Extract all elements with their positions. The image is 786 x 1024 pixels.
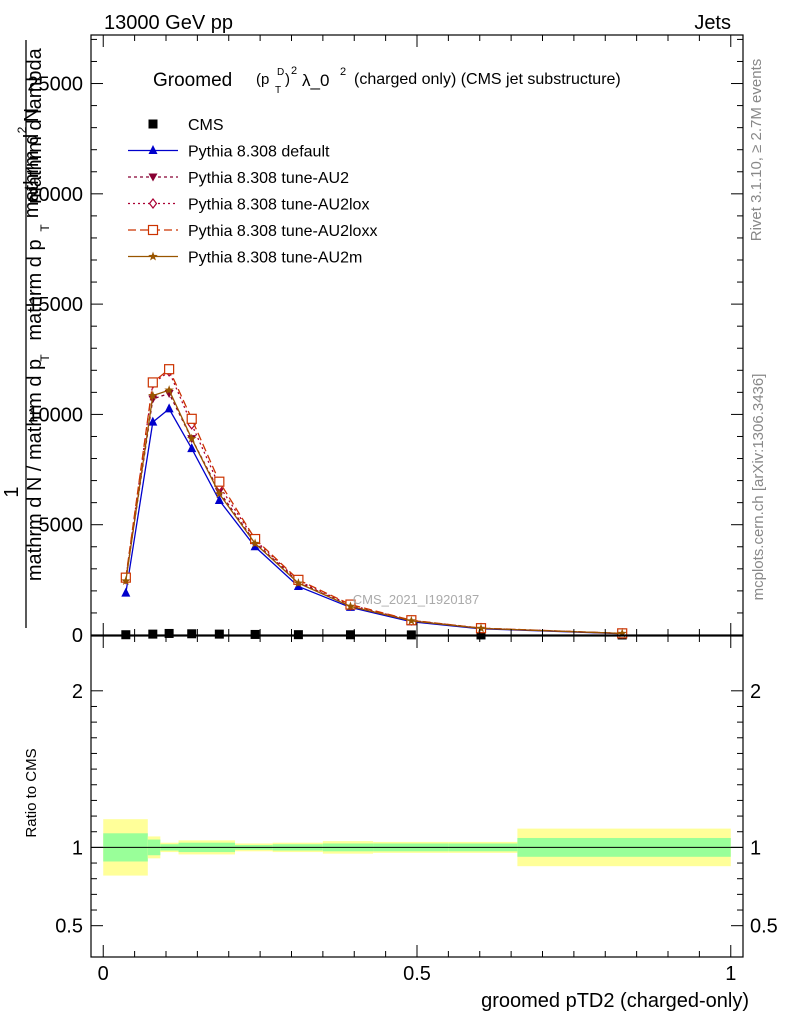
series-1-point-0 — [121, 587, 131, 597]
ratio-y-tick-label-left-2: 2 — [72, 681, 83, 703]
legend-item-1: Pythia 8.308 default — [128, 144, 330, 161]
ratio-y-tick-label-right-2: 2 — [750, 681, 761, 703]
series-4-point-2 — [164, 364, 175, 375]
title-prefix: Groomed — [153, 70, 232, 91]
series-0-point-4 — [214, 629, 224, 639]
series-5-point-8 — [406, 615, 417, 625]
legend-marker-5 — [148, 251, 158, 261]
ratio-y-tick-label-right-0: 0.5 — [750, 916, 778, 938]
series-5-point-7 — [345, 601, 356, 611]
legend-item-3: Pythia 8.308 tune-AU2lox — [128, 197, 369, 214]
rivet-version-text: Rivet 3.1.10, ≥ 2.7M events — [748, 59, 765, 242]
title-lambda: λ_0 — [302, 71, 329, 90]
series-4-point-4 — [214, 476, 225, 487]
legend-item-5: Pythia 8.308 tune-AU2m — [128, 250, 362, 267]
series-0-point-3 — [187, 629, 197, 639]
x-tick-label-1: 0.5 — [403, 963, 431, 985]
title-sub-t: T — [275, 85, 281, 96]
series-5-point-4 — [214, 488, 225, 498]
y-axis-label: mathrm d N 2 mathrm d p T mathrm d lambd… — [1, 40, 52, 628]
y-tick-label-0: 0 — [72, 625, 83, 647]
ratio-y-tick-label-left-0: 0.5 — [55, 916, 83, 938]
ratio-ylabel: Ratio to CMS — [23, 748, 40, 837]
series-4-point-1 — [147, 377, 158, 388]
ticks: 0 5000 10000 15000 20000 25000 0 0.5 1 0.5 0.5 1 1 2 2 — [27, 35, 778, 985]
y-tick-label-4: 20000 — [27, 184, 83, 206]
legend: CMS Pythia 8.308 default Pythia 8.308 tune… — [128, 117, 377, 267]
title-p: (p — [256, 71, 269, 88]
y-tick-label-3: 15000 — [27, 294, 83, 316]
ylabel-den-1: mathrm d p — [24, 239, 46, 340]
ratio-frame — [90, 635, 744, 958]
legend-label-3: Pythia 8.308 tune-AU2lox — [188, 197, 369, 214]
legend-label-4: Pythia 8.308 tune-AU2loxx — [188, 223, 377, 240]
title-rest: (charged only) (CMS jet substructure) — [354, 71, 621, 88]
legend-label-0: CMS — [188, 117, 224, 134]
ylabel-prefactor-den-sub: T — [38, 354, 52, 362]
title-sup-d: D — [277, 67, 284, 78]
series-1-point-2 — [164, 403, 174, 413]
ylabel-den-2: mathrm d lambda — [24, 47, 46, 203]
y-tick-label-5: 25000 — [27, 74, 83, 96]
title-sq2: 2 — [340, 66, 346, 78]
series-5-point-9 — [476, 623, 486, 633]
x-axis-label: groomed pTD2 (charged-only) — [481, 990, 749, 1012]
ratio-y-tick-label-right-1: 1 — [750, 837, 761, 859]
analysis-watermark: CMS_2021_I1920187 — [353, 592, 480, 607]
legend-marker-3 — [148, 198, 158, 209]
series-4-point-3 — [186, 413, 197, 424]
series-1-point-3 — [187, 443, 197, 453]
series-0-point-2 — [164, 628, 174, 638]
series-1-point-1 — [148, 416, 158, 426]
legend-marker-4 — [147, 224, 159, 236]
series-5-point-3 — [186, 433, 197, 443]
series-0-point-1 — [148, 629, 158, 639]
title-sq1: 2 — [291, 65, 297, 77]
ylabel-prefactor-den-1: mathrm d N / mathrm d p — [24, 359, 46, 581]
series-1-point-4 — [214, 494, 224, 504]
series-5-point-2 — [164, 385, 174, 395]
header-left: 13000 GeV pp — [104, 12, 233, 34]
legend-label-5: Pythia 8.308 tune-AU2m — [188, 250, 362, 267]
series-5-point-0 — [121, 575, 131, 585]
legend-marker-1 — [148, 145, 158, 154]
x-tick-label-2: 1 — [725, 963, 736, 985]
x-tick-label-0: 0 — [98, 963, 109, 985]
series-5-point-6 — [293, 578, 304, 588]
ylabel-prefactor: 1 — [1, 486, 23, 497]
legend-item-2: Pythia 8.308 tune-AU2 — [128, 170, 349, 187]
ylabel-num-sup: 2 — [15, 126, 29, 133]
ylabel-den-sub: T — [38, 224, 52, 232]
ratio-y-tick-label-left-1: 1 — [72, 837, 83, 859]
legend-item-0: CMS — [148, 117, 224, 134]
y-tick-label-1: 5000 — [39, 515, 84, 537]
series-5 — [121, 385, 627, 638]
mcplots-text: mcplots.cern.ch [arXiv:1306.3436] — [750, 374, 767, 601]
header-right: Jets — [694, 12, 731, 34]
legend-label-1: Pythia 8.308 default — [188, 144, 330, 161]
legend-item-4: Pythia 8.308 tune-AU2loxx — [128, 223, 377, 240]
legend-label-2: Pythia 8.308 tune-AU2 — [188, 170, 349, 187]
plot-title: Groomed (p D T ) 2 λ_0 2 (charged only) … — [153, 65, 621, 96]
legend-marker-2 — [148, 173, 158, 182]
legend-marker-0 — [148, 119, 158, 129]
y-tick-label-2: 10000 — [27, 404, 83, 426]
series-5-point-5 — [250, 538, 260, 548]
series-5-point-10 — [617, 628, 627, 638]
title-close: ) — [285, 71, 290, 88]
series-5-point-1 — [148, 390, 158, 400]
